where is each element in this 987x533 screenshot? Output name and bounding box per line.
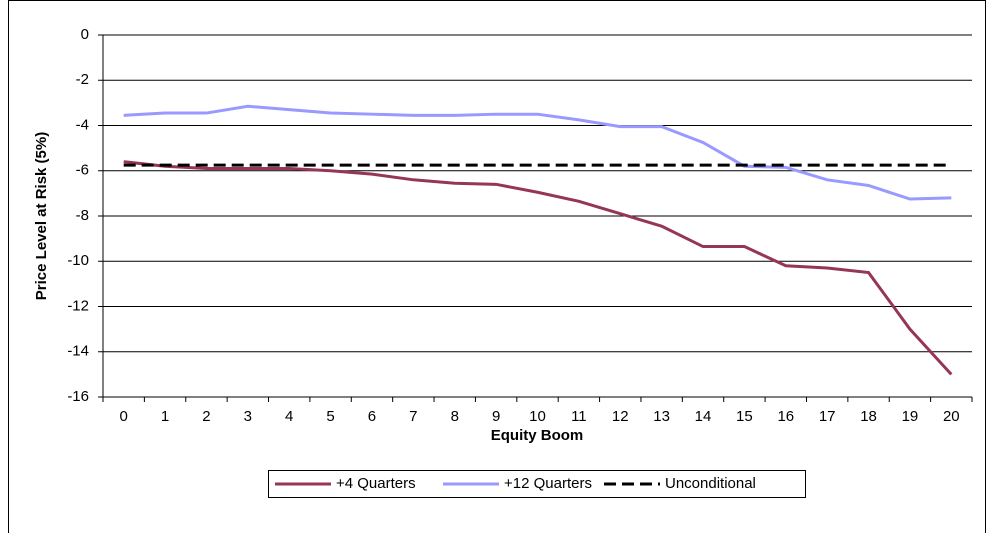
x-tick-label: 19: [902, 408, 919, 425]
y-tick-label: -6: [76, 162, 89, 179]
x-tick-label: 0: [120, 408, 128, 425]
x-tick-label: 2: [202, 408, 210, 425]
x-tick-label: 1: [161, 408, 169, 425]
x-tick-label: 12: [612, 408, 629, 425]
y-tick-label: -14: [67, 343, 89, 360]
x-tick-label: 4: [285, 408, 293, 425]
x-tick-label: 14: [695, 408, 712, 425]
series-line: [123, 104, 952, 201]
x-tick-label: 10: [529, 408, 546, 425]
x-tick-label: 11: [571, 408, 587, 425]
x-tick-label: 6: [368, 408, 376, 425]
x-tick-label: 3: [244, 408, 252, 425]
x-tick-label: 17: [819, 408, 836, 425]
y-tick-label: -16: [67, 388, 89, 405]
y-tick-label: -4: [76, 116, 89, 133]
y-tick-label: -2: [76, 71, 89, 88]
legend-box: [268, 470, 806, 498]
series-line: [123, 160, 953, 376]
x-tick-label: 18: [860, 408, 877, 425]
legend-label: +4 Quarters: [336, 475, 416, 492]
y-tick-label: -12: [67, 297, 89, 314]
x-tick-label: 20: [943, 408, 960, 425]
y-tick-label: -8: [76, 207, 89, 224]
x-tick-label: 13: [653, 408, 670, 425]
y-axis-title: Price Level at Risk (5%): [33, 132, 50, 300]
legend-label: +12 Quarters: [504, 475, 592, 492]
y-tick-label: -10: [67, 252, 89, 269]
x-tick-label: 16: [777, 408, 794, 425]
x-tick-label: 15: [736, 408, 753, 425]
x-tick-label: 7: [409, 408, 417, 425]
x-tick-label: 8: [451, 408, 459, 425]
x-tick-label: 9: [492, 408, 500, 425]
x-axis-title: Equity Boom: [491, 427, 584, 444]
x-tick-label: 5: [326, 408, 334, 425]
legend-label: Unconditional: [665, 475, 756, 492]
y-tick-label: 0: [81, 26, 89, 43]
